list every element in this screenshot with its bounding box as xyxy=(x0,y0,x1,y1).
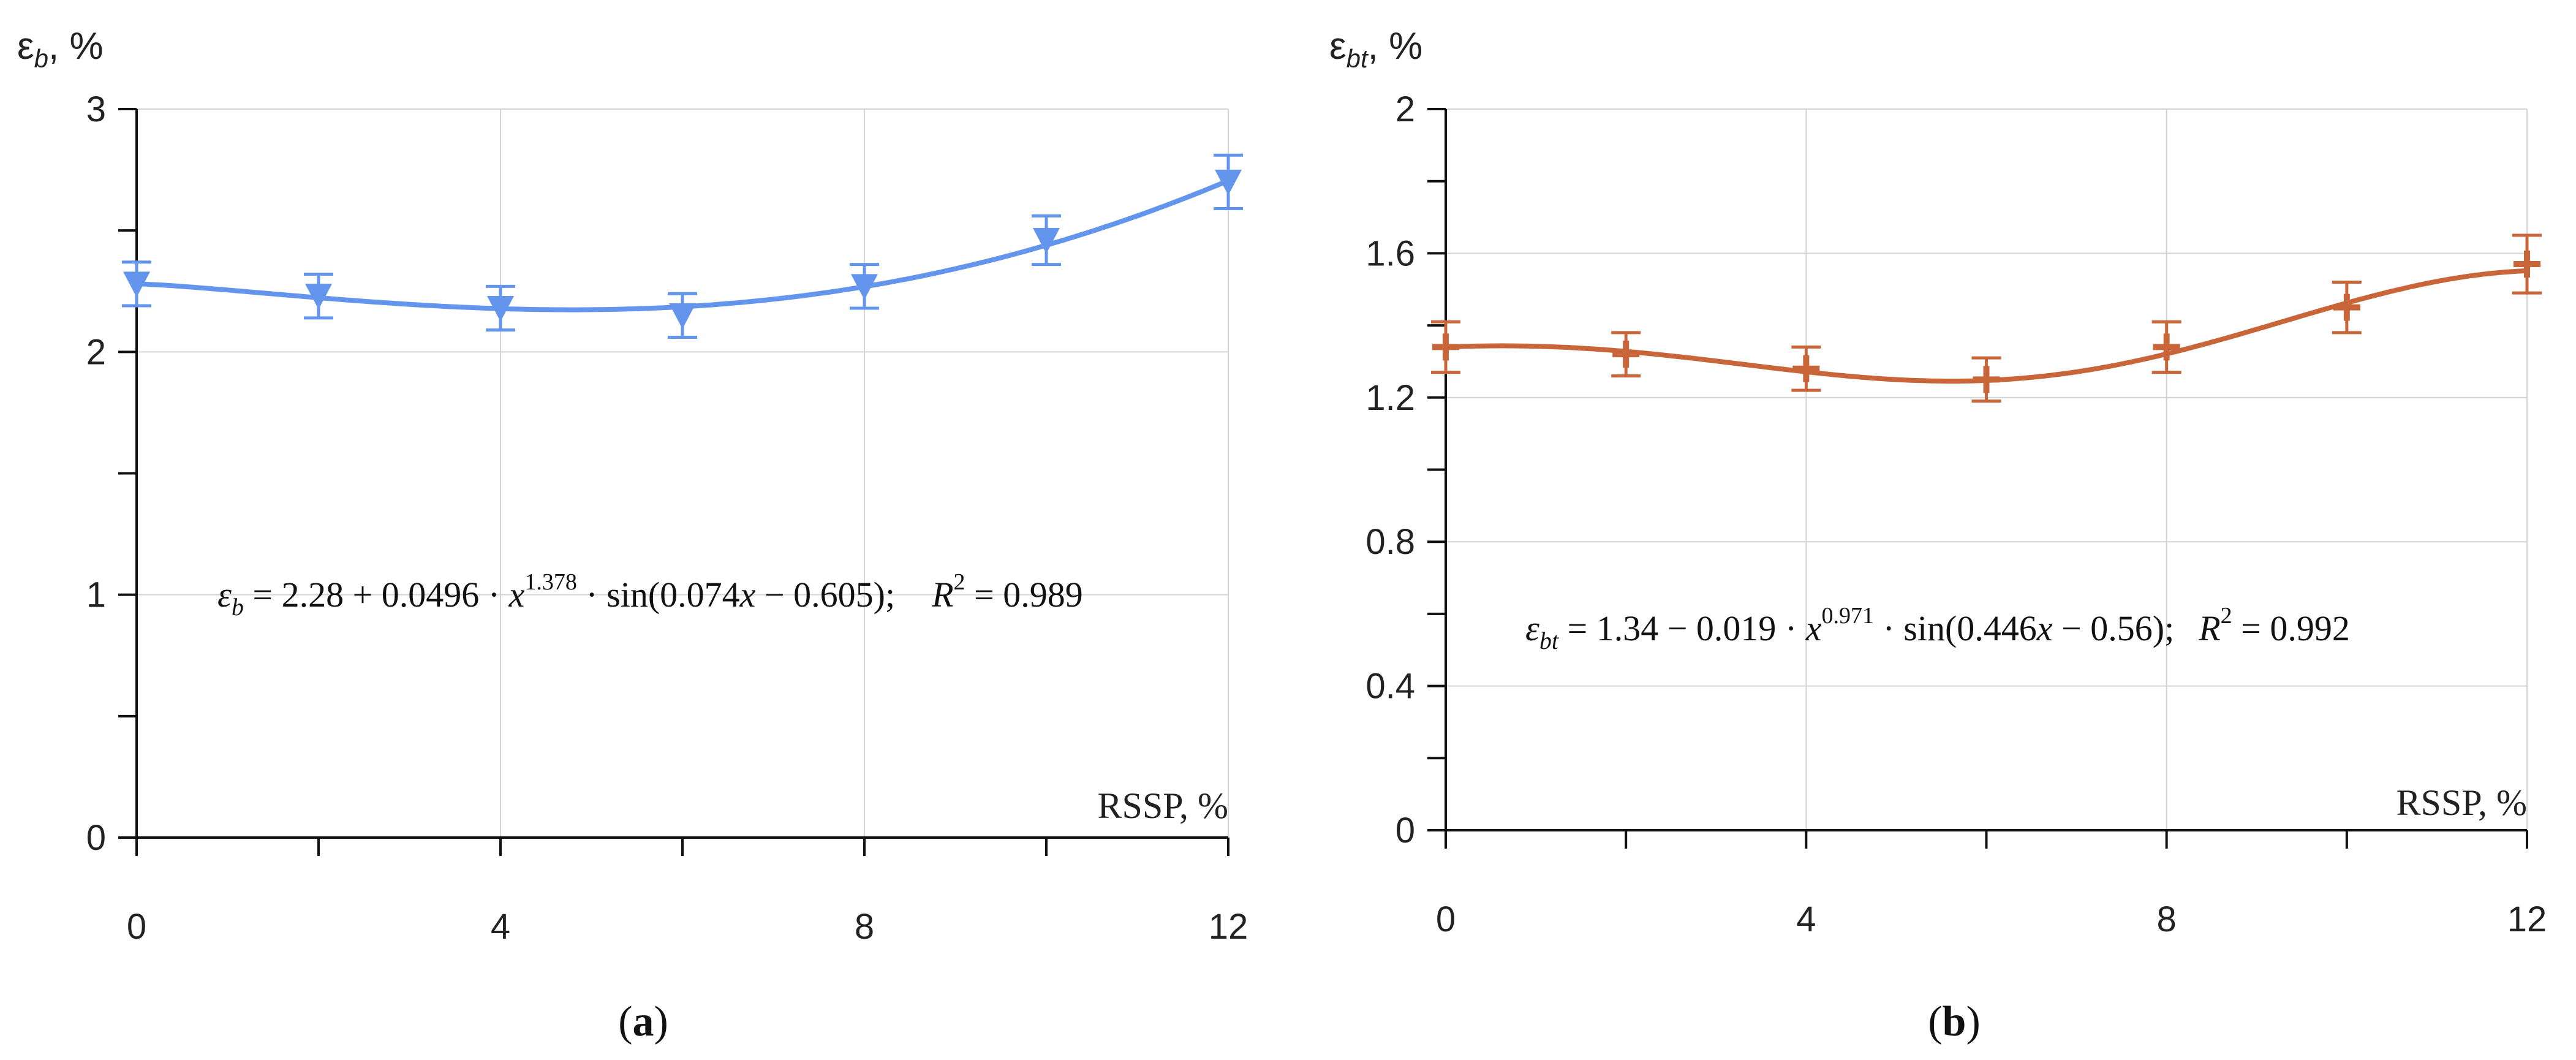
panel-b-markers xyxy=(1432,251,2540,393)
panel-a-marker-2 xyxy=(487,295,514,322)
panel-a-grid xyxy=(137,108,1229,838)
panel-b-y-tick-label-0: 0 xyxy=(1396,811,1415,850)
panel-a-fit-curve xyxy=(136,178,1229,312)
panel-b-x-tick-label-2: 8 xyxy=(2157,899,2177,939)
panel-b-y-tick-label-3: 1.2 xyxy=(1365,378,1415,418)
panel-a-x-axis-title: RSSP, % xyxy=(1098,786,1228,826)
panel-b-marker-0 xyxy=(1432,333,1459,361)
panel-b-y-tick-label-2: 0.8 xyxy=(1365,522,1415,562)
panel-a-marker-6 xyxy=(1215,169,1242,195)
panel-a-x-tick-label-0: 0 xyxy=(127,907,146,947)
panel-b-axes xyxy=(1445,109,2527,831)
panel-b-y-axis-title: εbt, % xyxy=(1329,25,1422,73)
panel-b-x-axis-title: RSSP, % xyxy=(2397,782,2527,823)
panel-a-x-tick-label-3: 12 xyxy=(1209,907,1248,947)
panel-b-marker-5 xyxy=(2333,293,2360,321)
panel-b-marker-6 xyxy=(2514,251,2540,278)
panel-b-y-tick-label-5: 2 xyxy=(1396,89,1415,129)
panel-a-y-tick-label-3: 3 xyxy=(86,89,106,129)
panel-a-y-tick-label-0: 0 xyxy=(86,818,106,858)
panel-a-marker-1 xyxy=(305,284,332,310)
panel-b-marker-1 xyxy=(1612,341,1640,368)
panel-a-x-tick-labels: 0 4 8 12 xyxy=(127,907,1248,947)
panel-b: εbt, % 0 0.4 0.8 1.2 1.6 2 0 4 8 12 RSSP, % εbt … xyxy=(1329,25,2547,1045)
panel-a-ticks xyxy=(118,108,1229,856)
panel-a-caption: (a) xyxy=(618,998,668,1045)
panel-b-y-tick-label-1: 0.4 xyxy=(1365,667,1415,706)
panel-a-x-tick-label-2: 8 xyxy=(855,907,874,947)
panel-b-x-tick-labels: 0 4 8 12 xyxy=(1436,899,2547,939)
panel-a-marker-0 xyxy=(123,271,150,298)
panel-b-x-tick-label-3: 12 xyxy=(2507,899,2547,939)
panel-a-equation: εb = 2.28 + 0.0496 · x1.378 · sin(0.074x… xyxy=(217,569,1083,621)
panel-b-y-tick-labels: 0 0.4 0.8 1.2 1.6 2 xyxy=(1365,89,1415,850)
panel-a-error-bars xyxy=(122,153,1243,339)
panel-a-x-tick-label-1: 4 xyxy=(491,907,510,947)
panel-b-x-tick-label-0: 0 xyxy=(1436,899,1456,939)
panel-a-y-tick-labels: 0 1 2 3 xyxy=(86,89,106,858)
panel-b-equation: εbt = 1.34 − 0.019 · x0.971 · sin(0.446x… xyxy=(1525,603,2350,654)
panel-b-x-tick-label-1: 4 xyxy=(1796,899,1816,939)
panel-a-markers xyxy=(123,169,1242,329)
panel-b-y-tick-label-4: 1.6 xyxy=(1365,233,1415,273)
panel-a-axes xyxy=(135,109,1228,839)
panel-a-y-axis-title: εb, % xyxy=(17,25,104,73)
panel-b-marker-3 xyxy=(1973,366,2000,393)
panel-a-marker-5 xyxy=(1033,228,1060,254)
panel-a-y-tick-label-2: 2 xyxy=(86,332,106,372)
panel-b-marker-4 xyxy=(2153,333,2180,361)
panel-a-marker-4 xyxy=(851,274,878,300)
panel-b-ticks xyxy=(1427,108,2528,849)
panel-a-marker-3 xyxy=(669,303,696,329)
panel-b-caption: (b) xyxy=(1928,998,1981,1045)
panel-a-y-tick-label-1: 1 xyxy=(86,575,106,615)
panel-b-grid xyxy=(1446,108,2528,830)
panel-b-marker-2 xyxy=(1792,355,1820,382)
